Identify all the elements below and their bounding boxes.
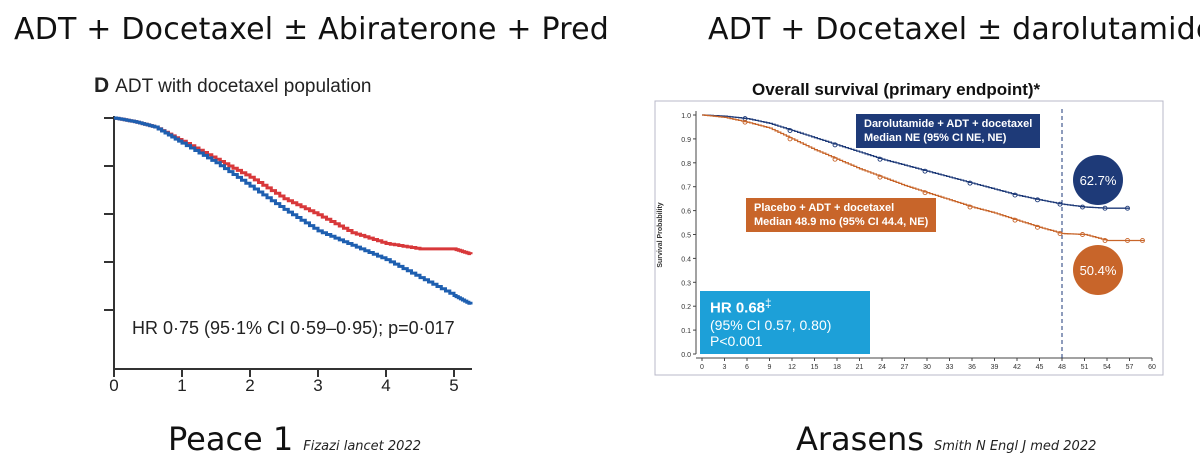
right-x-tick-label: 54 (1103, 364, 1111, 371)
left-slide-title: ADT + Docetaxel ± Abiraterone + Pred (14, 12, 610, 47)
right-y-tick-label: 1.0 (681, 113, 691, 120)
placebo-label-line1: Placebo + ADT + docetaxel (754, 202, 895, 214)
placebo-label-box: Placebo + ADT + docetaxel Median 48.9 mo… (746, 198, 937, 232)
placebo-pct-bubble: 50.4% (1073, 245, 1123, 295)
right-x-tick-label: 51 (1081, 364, 1089, 371)
darolutamide-censor-mark (832, 142, 838, 148)
placebo-censor-mark (1080, 232, 1085, 237)
placebo-survival-line (702, 114, 1145, 242)
right-y-tick-label: 0.5 (681, 233, 691, 240)
left-x-tick-label: 4 (381, 376, 390, 395)
placebo-label-line2: Median 48.9 mo (95% CI 44.4, NE) (754, 216, 929, 228)
right-x-tick-label: 21 (856, 364, 864, 371)
placebo-censor-mark (1012, 217, 1018, 223)
right-y-tick-label: 0.4 (681, 256, 691, 263)
left-x-tick-label: 0 (109, 376, 118, 395)
right-x-tick-label: 9 (768, 364, 772, 371)
left-footer-cite: Fizazi lancet 2022 (303, 439, 421, 454)
panel-title-text: ADT with docetaxel population (115, 76, 372, 97)
darolutamide-label-box: Darolutamide + ADT + docetaxel Median NE… (856, 114, 1041, 148)
darolutamide-censor-mark (1057, 201, 1063, 207)
right-y-tick-label: 0.7 (681, 185, 691, 192)
hr-ci: (95% CI 0.57, 0.80) (710, 316, 832, 333)
left-hr-text: HR 0·75 (95·1% CI 0·59–0·95); p=0·017 (132, 318, 455, 338)
right-x-tick-label: 36 (968, 364, 976, 371)
left-x-tick-label: 1 (177, 376, 186, 395)
right-y-tick-label: 0.0 (681, 352, 691, 359)
right-x-tick-label: 15 (811, 364, 819, 371)
right-slide-title: ADT + Docetaxel ± darolutamide (708, 12, 1200, 47)
left-series-red-line (114, 116, 473, 256)
placebo-censor-mark (1057, 231, 1063, 236)
placebo-censor-mark (742, 119, 748, 125)
right-x-tick-label: 30 (923, 364, 931, 371)
darolutamide-censor-mark (1035, 197, 1040, 203)
darolutamide-censor-mark (922, 168, 928, 174)
placebo-censor-mark (922, 190, 928, 196)
right-x-tick-label: 48 (1058, 364, 1066, 371)
right-x-tick-label: 45 (1036, 364, 1044, 371)
darolutamide-censor-mark (967, 180, 973, 186)
right-x-tick-label: 60 (1148, 364, 1156, 371)
placebo-censor-mark (832, 156, 838, 162)
right-x-tick-label: 42 (1013, 364, 1021, 371)
left-x-tick-label: 5 (449, 376, 458, 395)
right-x-tick-label: 6 (745, 364, 749, 371)
placebo-censor-mark (1125, 238, 1130, 243)
right-y-tick-label: 0.1 (681, 328, 691, 335)
right-hr-box: HR 0.68‡ (95% CI 0.57, 0.80) P<0.001 (700, 291, 870, 354)
right-x-tick-label: 0 (700, 364, 704, 371)
placebo-censor-mark (967, 204, 973, 210)
left-footer: Peace 1 Fizazi lancet 2022 (168, 420, 421, 458)
right-footer-main: Arasens (796, 420, 924, 458)
darolutamide-label-line1: Darolutamide + ADT + docetaxel (864, 118, 1033, 130)
right-y-tick-label: 0.3 (681, 280, 691, 287)
left-x-tick-label: 2 (245, 376, 254, 395)
right-y-tick-label: 0.9 (681, 137, 691, 144)
darolutamide-pct-bubble: 62.7% (1073, 155, 1123, 205)
placebo-censor-mark (787, 136, 793, 142)
right-x-tick-label: 24 (878, 364, 886, 371)
right-footer: Arasens Smith N Engl J med 2022 (796, 420, 1096, 458)
darolutamide-label-line2: Median NE (95% CI NE, NE) (864, 132, 1007, 144)
right-x-tick-label: 39 (991, 364, 999, 371)
right-x-tick-label: 27 (901, 364, 909, 371)
right-y-tick-label: 0.2 (681, 304, 691, 311)
placebo-censor-mark (1140, 238, 1145, 243)
hr-footnote-mark: ‡ (765, 297, 772, 310)
right-footer-cite: Smith N Engl J med 2022 (933, 439, 1097, 454)
darolutamide-censor-mark (1125, 205, 1130, 211)
hr-value: HR 0.68 (710, 299, 766, 317)
left-x-tick-label: 3 (313, 376, 322, 395)
right-km-chart: 0.00.10.20.30.40.50.60.70.80.91.00 3 6 9 12 1… (654, 100, 1164, 376)
right-x-tick-label: 33 (946, 364, 954, 371)
right-x-tick-label: 57 (1126, 364, 1134, 371)
left-series-blue-line (114, 116, 473, 305)
right-x-tick-label: 12 (788, 364, 796, 371)
darolutamide-censor-mark (787, 128, 793, 133)
right-y-tick-label: 0.6 (681, 209, 691, 216)
darolutamide-censor-mark (1102, 205, 1108, 211)
right-y-tick-label: 0.8 (681, 161, 691, 168)
left-km-chart: 0 1 2 3 4 5 (104, 116, 473, 395)
darolutamide-censor-mark (1012, 192, 1018, 198)
darolutamide-censor-mark (877, 156, 883, 162)
placebo-censor-mark (1035, 224, 1040, 230)
hr-p-value: P<0.001 (710, 332, 763, 349)
right-chart-frame (654, 100, 1164, 376)
right-chart-title: Overall survival (primary endpoint)* (752, 80, 1041, 99)
panel-letter: D (94, 74, 110, 97)
left-footer-main: Peace 1 (168, 420, 294, 458)
placebo-censor-mark (1102, 238, 1108, 243)
right-x-tick-label: 3 (723, 364, 727, 371)
left-panel-title: D ADT with docetaxel population (94, 74, 371, 98)
placebo-censor-mark (877, 174, 883, 180)
darolutamide-censor-mark (1080, 204, 1085, 210)
right-y-axis-label: Survival Probability (657, 202, 664, 267)
right-x-tick-label: 18 (833, 364, 841, 371)
darolutamide-survival-line (702, 114, 1130, 209)
